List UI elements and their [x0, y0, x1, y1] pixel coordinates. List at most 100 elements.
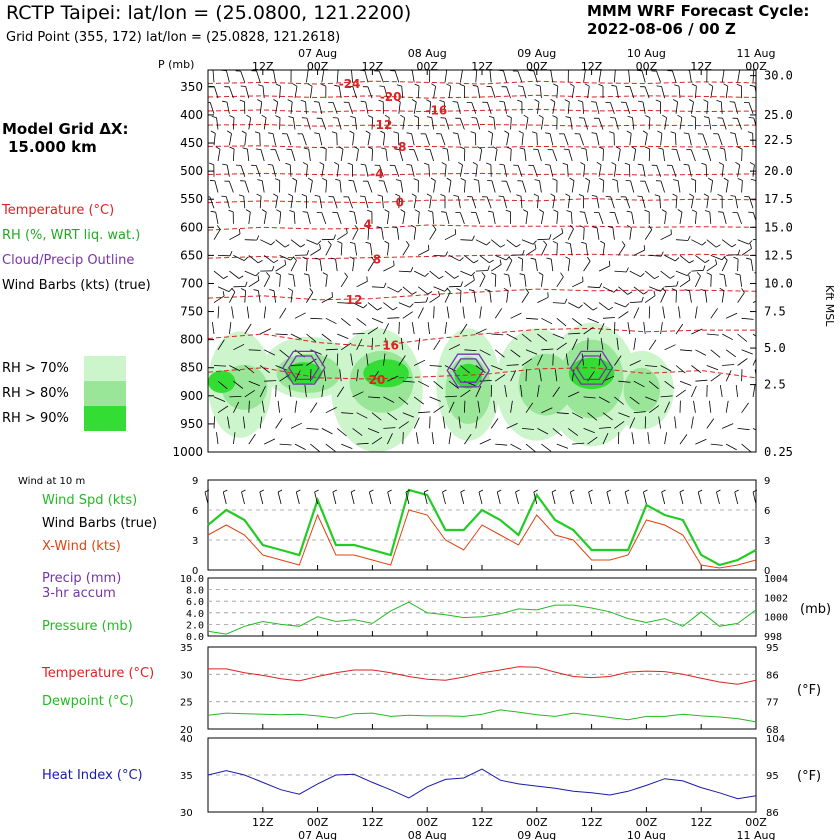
top-time-tick-label: 00Z	[416, 60, 438, 73]
wind-barb	[475, 270, 488, 272]
wind-barb-flag	[396, 84, 402, 87]
wind-barb-flag	[578, 194, 584, 197]
wind-barb	[444, 164, 447, 177]
pressure-tick-label: 1000	[172, 445, 203, 459]
wind-barb	[556, 443, 569, 449]
pressure-unit-label: (mb)	[800, 602, 831, 617]
wind-barb	[602, 317, 616, 319]
wind-barb	[259, 386, 266, 398]
wind-barb	[214, 180, 219, 193]
wind-barb	[612, 227, 615, 240]
wind-barb-flag	[266, 272, 271, 277]
wind-barb	[264, 380, 277, 382]
wind-barb	[725, 370, 732, 382]
wind-barb	[664, 211, 667, 224]
wind-barb	[479, 349, 491, 356]
wind-barb-flag	[626, 267, 629, 273]
wind-barb-flag	[427, 291, 433, 295]
wind-barb	[413, 196, 417, 209]
isotherm-label: 16	[382, 338, 399, 352]
wind-barb	[336, 386, 345, 398]
wind-barb	[356, 412, 368, 419]
wind-barb	[228, 181, 234, 193]
heat-index-panel: 30 86 35 95 40 104 (°F)	[180, 734, 821, 819]
wind-barb-flag	[365, 241, 371, 244]
surface-wind-barb	[551, 491, 556, 505]
wind-barb	[581, 353, 584, 366]
wind-barb-flag	[749, 84, 755, 87]
isotherm-line	[208, 145, 756, 149]
wind-barb	[411, 322, 415, 335]
wind-barb	[741, 349, 753, 355]
wind-barb-flag	[472, 235, 475, 241]
wind-barb	[568, 149, 573, 162]
top-time-tick-label: 00Z	[307, 60, 329, 73]
wind-barb	[741, 180, 743, 193]
wind-barb-flag	[454, 229, 457, 235]
wind-barb	[522, 86, 527, 99]
wind-barb	[371, 370, 379, 382]
wind-barb	[748, 196, 754, 209]
wind-barb-flag	[562, 162, 568, 166]
surface-wind-barb	[643, 491, 647, 505]
wind-barb-flag	[719, 287, 725, 292]
wind-barb-flag	[470, 131, 476, 134]
wind-barb	[521, 333, 532, 342]
wind-barb	[394, 165, 400, 177]
wind-barb	[679, 380, 692, 386]
surface-wind-barb-flag	[570, 489, 575, 493]
wind-barb	[706, 101, 709, 114]
wind-barb	[602, 286, 614, 293]
wind-barb-flag	[380, 130, 385, 134]
wind-barb	[365, 164, 369, 177]
wind-barb	[229, 133, 232, 146]
wind-barb-flag	[733, 256, 739, 260]
wind-barb	[418, 249, 430, 256]
height-tick-label: 0.25	[764, 445, 793, 459]
wind-barb	[429, 365, 442, 367]
wind-barb	[567, 228, 574, 240]
wind-barb-flag	[367, 115, 373, 118]
wind-barb-flag	[670, 131, 676, 134]
wind-barb	[292, 117, 296, 130]
wind-barb	[306, 70, 309, 83]
wind-barb-flag	[491, 272, 496, 276]
rh-blob-80-6	[623, 367, 661, 413]
wind-barb	[294, 180, 298, 193]
wind-barb	[429, 229, 437, 240]
wind-barb	[706, 196, 709, 209]
wind-barb-flag	[424, 272, 429, 277]
wind-barb	[757, 318, 768, 324]
wind-barb-flag	[275, 83, 281, 87]
wind-barb	[633, 249, 645, 256]
wind-barb	[475, 416, 478, 429]
wind-barb	[648, 306, 651, 319]
wind-barb-flag	[716, 100, 722, 103]
wind-barb	[398, 396, 409, 405]
wind-ytick-right: 6	[764, 506, 770, 517]
wind-barb	[660, 270, 671, 279]
wind-barb	[402, 380, 415, 383]
wind-barb	[308, 274, 311, 287]
wind-barb-flag	[255, 148, 261, 150]
wind-barb-flag	[414, 209, 420, 213]
bottom-time-tick-label: 00Z	[307, 816, 329, 829]
wind-barb-flag	[703, 99, 709, 103]
wind-barb	[710, 180, 713, 193]
precip-ytick: 4.0	[186, 609, 204, 620]
precip-ytick: 6.0	[186, 597, 204, 608]
wind-barb	[752, 239, 756, 241]
wind-barb-flag	[229, 115, 235, 118]
temp-ytick-f: 95	[766, 643, 779, 654]
wind-barb	[525, 248, 537, 256]
bottom-time-tick-label: 12Z	[362, 816, 384, 829]
height-tick-label: 17.5	[764, 192, 793, 206]
wind-barb	[418, 380, 430, 388]
surface-wind-barb-flag	[551, 489, 557, 493]
wind-barb	[398, 196, 401, 209]
wind-barb	[598, 302, 609, 311]
surface-wind-barb-flag	[661, 489, 666, 493]
wind-barb	[402, 286, 413, 295]
wind-barb	[645, 365, 658, 367]
wind-barb	[387, 117, 390, 130]
